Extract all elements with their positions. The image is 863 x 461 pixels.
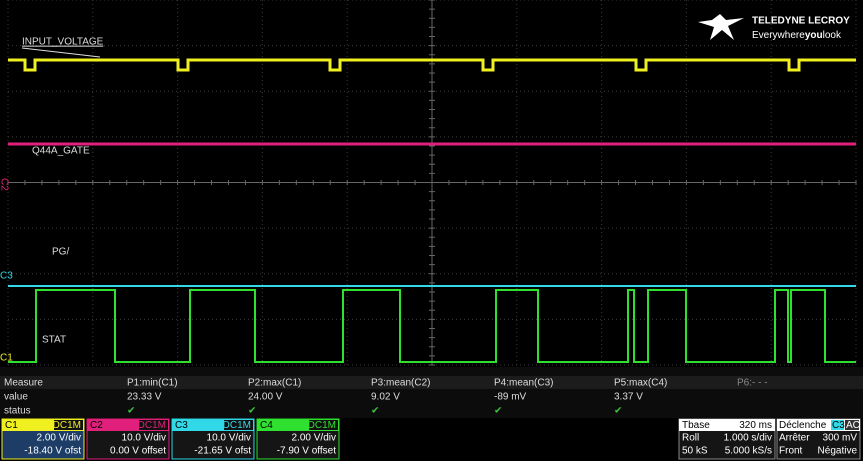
logo-brand: TELEDYNE LECROY <box>752 16 850 27</box>
measure-header-row <box>0 376 863 389</box>
measure-cell: ✔ <box>371 406 379 417</box>
coupling-badge <box>224 420 253 430</box>
channel-vdiv: 2.00 V/div <box>37 433 81 444</box>
measure-cell: status <box>4 406 31 417</box>
timebase-samples: 50 kS <box>682 446 708 457</box>
measure-cell: 9.02 V <box>371 392 400 403</box>
timebase-sdiv: 1.000 s/div <box>724 433 772 444</box>
trace-label: INPUT_VOLTAGE <box>22 37 104 48</box>
measure-cell: 24.00 V <box>248 392 283 403</box>
tagline-part: look <box>823 30 842 41</box>
channel-vdiv: 2.00 V/div <box>292 433 336 444</box>
trace-label: Q44A_GATE <box>32 146 90 157</box>
coupling-badge <box>139 420 168 430</box>
tagline-part: you <box>805 30 823 41</box>
trace-c4 <box>8 289 856 363</box>
channel-offset: -18.40 V ofst <box>24 446 81 457</box>
channel-offset: -7.90 V offset <box>277 446 337 457</box>
channel-name: C4 <box>260 420 273 431</box>
channel-offset: -21.65 V ofst <box>194 446 251 457</box>
trigger-source-badge <box>831 420 844 430</box>
trigger-slope: Négative <box>818 446 858 457</box>
measure-header: P6:- - - <box>737 378 768 389</box>
trigger-slope-label: Front <box>779 446 803 457</box>
measure-cell: ✔ <box>127 406 135 417</box>
channel-coupling: DC1M <box>223 420 251 431</box>
measure-cell: 23.33 V <box>127 392 162 403</box>
measure-cell: ✔ <box>614 406 622 417</box>
logo-icon <box>698 14 744 40</box>
trace-c1 <box>8 58 856 72</box>
timebase-rate: 5.000 kS/s <box>725 446 772 457</box>
measure-cell: ✔ <box>248 406 256 417</box>
channel-vdiv: 10.0 V/div <box>122 433 166 444</box>
measure-header: P1:min(C1) <box>127 378 178 389</box>
channel-marker: C3 <box>0 271 13 282</box>
measure-header: P5:max(C4) <box>614 378 667 389</box>
channel-offset: 0.00 V offset <box>110 446 166 457</box>
channel-name: C2 <box>90 420 103 431</box>
channel-coupling: DC1M <box>138 420 166 431</box>
channel-coupling: DC1M <box>308 420 336 431</box>
measure-cell: ✔ <box>494 406 502 417</box>
timebase-mode: Roll <box>682 433 699 444</box>
measure-header: P3:mean(C2) <box>371 378 430 389</box>
trigger-source: C3 <box>832 420 845 431</box>
measure-header: P2:max(C1) <box>248 378 301 389</box>
trigger-title: Déclenche <box>779 420 827 431</box>
trigger-level: 300 mV <box>823 433 858 444</box>
coupling-badge <box>309 420 338 430</box>
logo-tagline: Everywhereyoulook <box>752 30 842 41</box>
trigger-coupling: AC <box>846 420 860 431</box>
label-leader <box>21 47 101 58</box>
channel-vdiv: 10.0 V/div <box>207 433 251 444</box>
channel-marker: C2 <box>0 178 9 191</box>
tagline-part: Everywhere <box>752 30 805 41</box>
trigger-mode: Arrêter <box>779 433 810 444</box>
channel-marker: C1 <box>0 353 13 364</box>
timebase-title: Tbase <box>682 420 710 431</box>
measure-cell: 3.37 V <box>614 392 643 403</box>
channel-name: C3 <box>175 420 188 431</box>
measure-header: Measure <box>4 378 43 389</box>
measure-cell: value <box>4 392 28 403</box>
trace-label: STAT <box>42 335 66 346</box>
measure-header: P4:mean(C3) <box>494 378 553 389</box>
timebase-value: 320 ms <box>739 420 772 431</box>
channel-coupling: DC1M <box>53 420 81 431</box>
channel-name: C1 <box>5 420 18 431</box>
timebase-header <box>679 419 775 431</box>
trace-label: PG/ <box>52 247 69 258</box>
trigger-coupling-badge <box>845 420 859 430</box>
measure-panel <box>0 367 863 418</box>
measure-cell: -89 mV <box>494 392 527 403</box>
coupling-badge <box>54 420 83 430</box>
